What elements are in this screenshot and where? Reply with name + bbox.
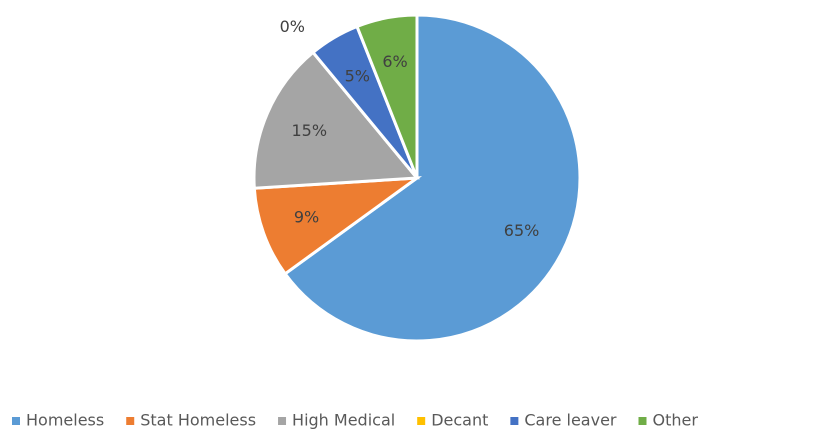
- data-label: 6%: [382, 52, 407, 71]
- data-label: 5%: [345, 66, 370, 85]
- legend-label: Care leaver: [524, 411, 617, 430]
- legend-label: Stat Homeless: [140, 411, 256, 430]
- data-label: 65%: [504, 221, 540, 240]
- legend-label: High Medical: [292, 411, 395, 430]
- pie-slice: [252, 50, 421, 190]
- data-label: 0%: [280, 17, 305, 36]
- legend-swatch: [417, 417, 426, 425]
- legend-label: Homeless: [26, 411, 104, 430]
- data-label: 15%: [292, 121, 328, 140]
- legend-swatch: [510, 417, 519, 425]
- pie-slice: [355, 13, 419, 179]
- legend-swatch: [638, 417, 647, 425]
- pie-slice: [283, 13, 582, 343]
- data-label: 9%: [294, 207, 319, 226]
- legend-swatch: [126, 417, 135, 425]
- pie-slice: [252, 176, 423, 276]
- legend-label: Other: [653, 411, 699, 430]
- legend-swatch: [278, 417, 287, 425]
- legend-swatch: [12, 417, 20, 425]
- legend-label: Decant: [431, 411, 488, 430]
